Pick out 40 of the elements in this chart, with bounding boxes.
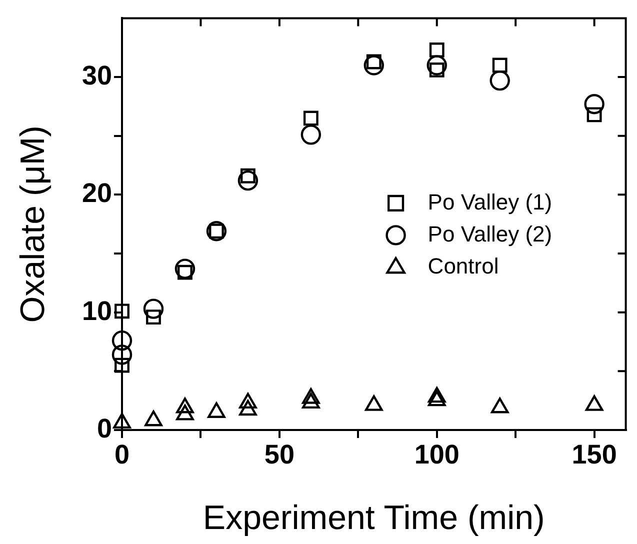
point — [112, 330, 132, 351]
point — [238, 170, 258, 191]
y-tick-label: 30 — [82, 60, 112, 90]
point — [585, 395, 604, 411]
point — [586, 107, 602, 122]
point — [428, 386, 446, 403]
point — [492, 58, 508, 73]
point — [584, 94, 604, 114]
point — [302, 388, 320, 404]
point — [490, 398, 509, 414]
point — [114, 304, 130, 319]
y-tick-label: 10 — [82, 296, 112, 326]
point — [365, 395, 383, 411]
point — [239, 400, 257, 416]
point — [239, 392, 257, 409]
point — [146, 310, 161, 325]
legend-label: Po Valley (1) — [428, 189, 552, 214]
y-tick-label: 20 — [82, 178, 112, 208]
point — [144, 410, 162, 426]
point — [113, 412, 131, 429]
y-tick-label: 0 — [96, 413, 112, 444]
point — [426, 55, 447, 76]
point — [364, 55, 384, 76]
x-tick-label: 150 — [572, 440, 617, 470]
point — [208, 402, 226, 418]
point — [428, 390, 446, 406]
x-tick-label: 50 — [264, 440, 294, 470]
x-axis-title: Experiment Time (min) — [202, 498, 545, 537]
legend-label: Control — [428, 253, 499, 278]
point — [429, 42, 444, 58]
point — [176, 398, 194, 414]
point — [302, 392, 320, 409]
point — [143, 298, 164, 319]
point — [174, 258, 196, 279]
legend-label: Po Valley (2) — [428, 221, 552, 246]
y-axis-title: Oxalate (μM) — [14, 126, 52, 323]
x-tick-label: 100 — [414, 440, 460, 470]
point — [300, 124, 322, 145]
point — [176, 404, 194, 420]
point — [303, 110, 318, 126]
